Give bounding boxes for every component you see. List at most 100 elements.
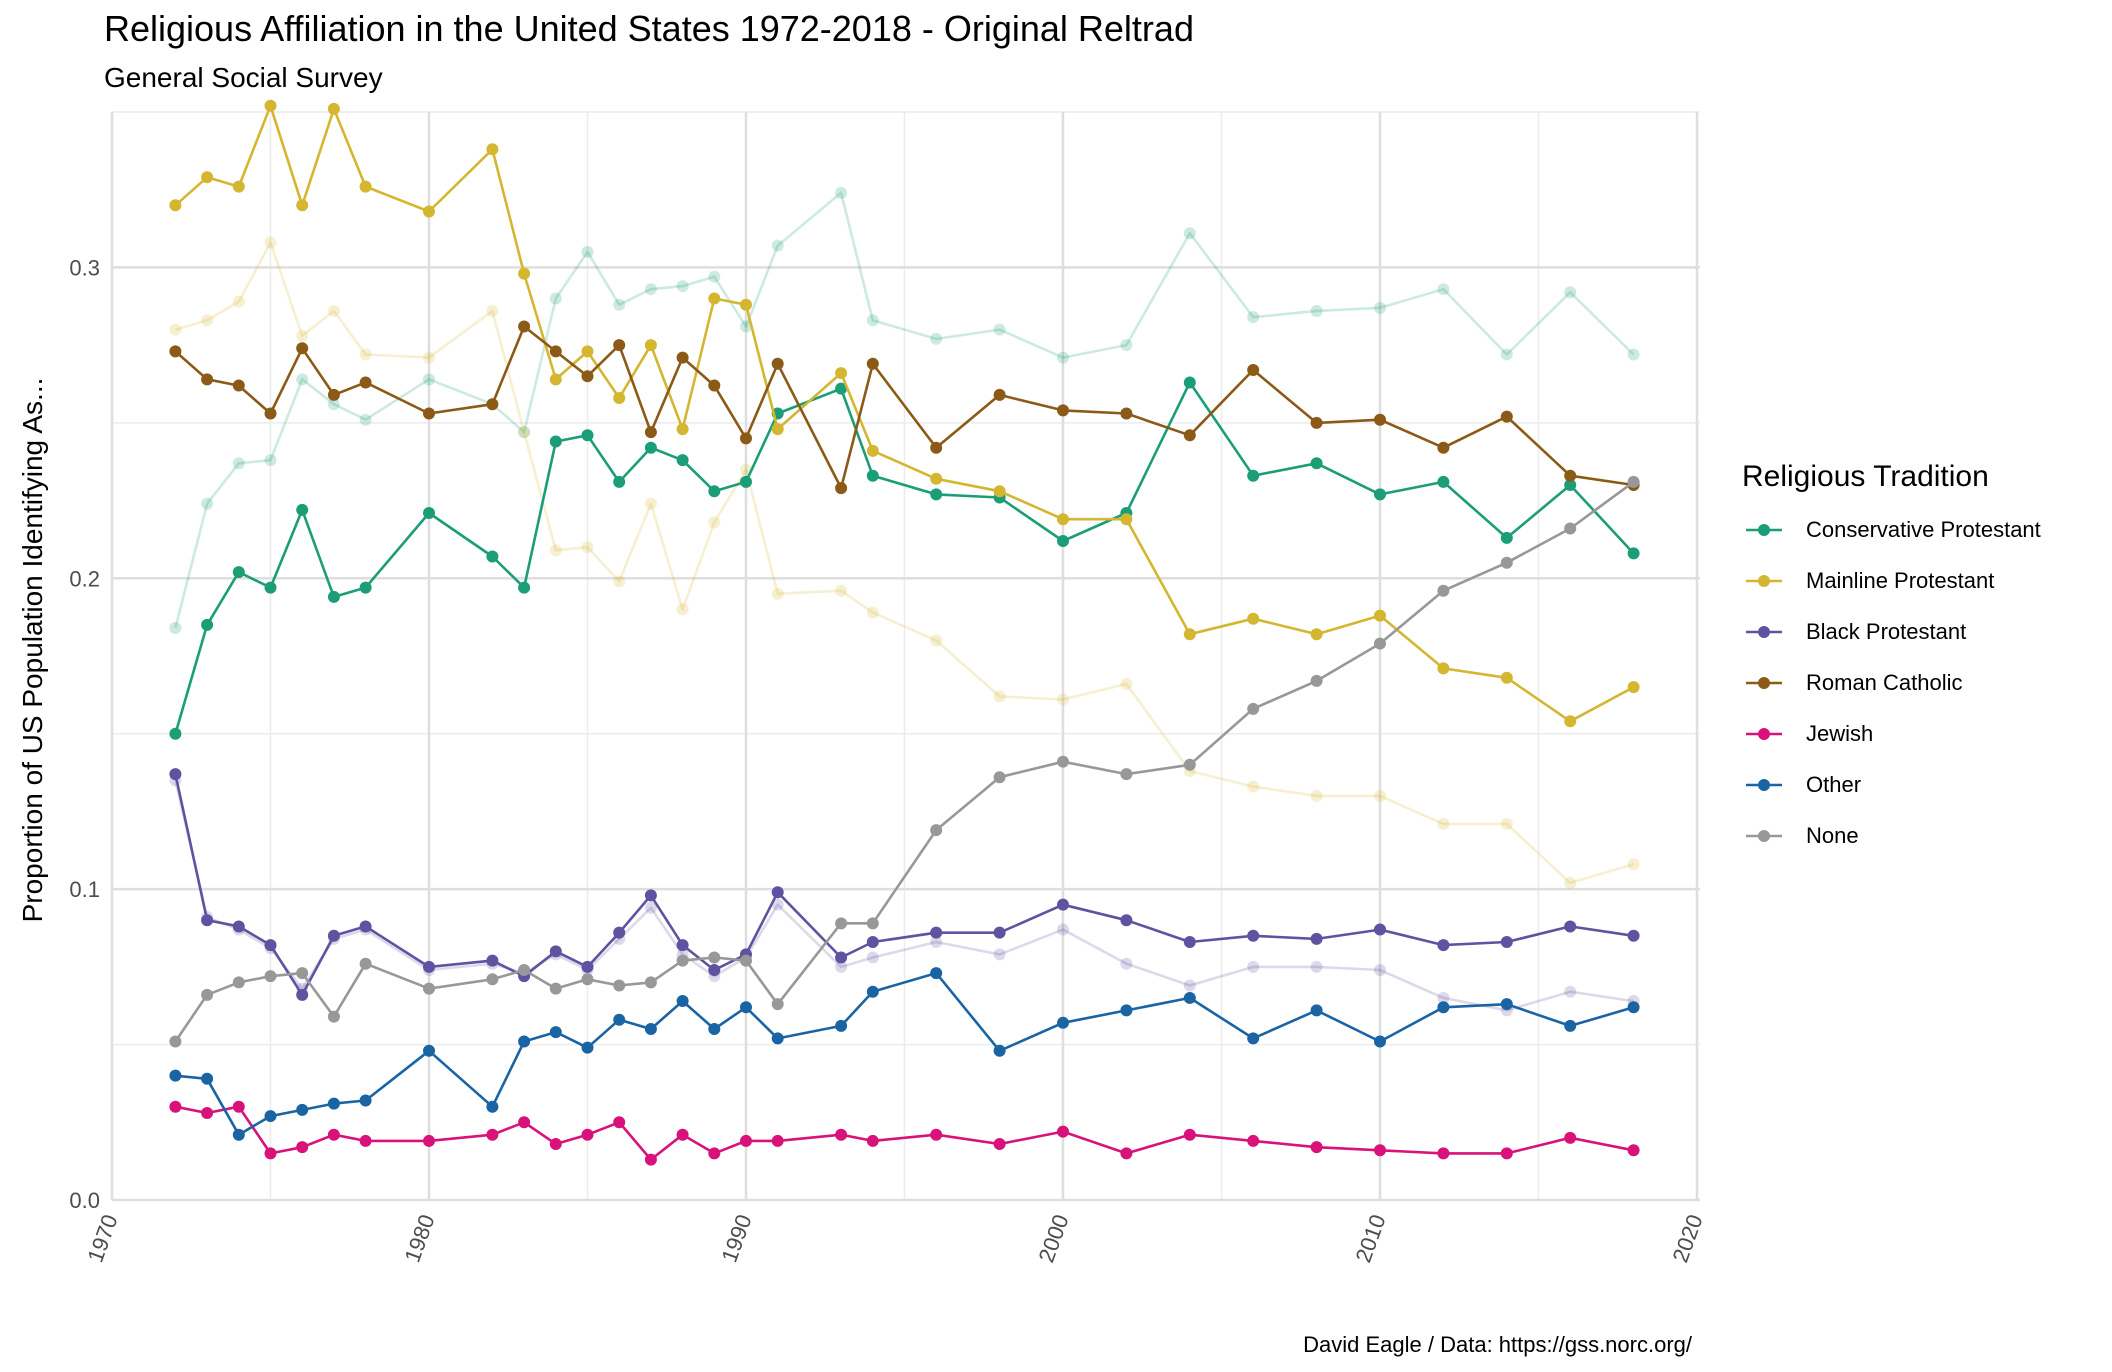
faded-series-1-point	[866, 606, 879, 619]
faded-series-2-point	[1310, 960, 1323, 973]
series-roman-catholic-point	[1247, 364, 1260, 377]
faded-series-1-point	[486, 304, 499, 317]
series-none-point	[486, 973, 499, 986]
series-mainline-protestant-point	[581, 345, 594, 358]
faded-series-0-point	[676, 280, 689, 293]
series-mainline-protestant-point	[993, 485, 1006, 498]
series-roman-catholic-point	[359, 376, 372, 389]
series-roman-catholic-point	[1437, 441, 1450, 454]
series-other-point	[549, 1026, 562, 1039]
series-conservative-protestant-point	[1500, 531, 1513, 544]
series-none-point	[296, 967, 309, 980]
faded-series-2-point	[1057, 923, 1069, 936]
series-mainline-protestant-point	[866, 444, 879, 457]
legend-label: Other	[1806, 772, 1862, 797]
series	[169, 99, 1640, 1166]
faded-series-1-point	[296, 329, 309, 342]
series-other-point	[169, 1069, 182, 1082]
series-jewish-point	[771, 1134, 784, 1147]
series-other-point	[581, 1041, 594, 1054]
faded-series-2-point	[1120, 957, 1133, 970]
faded-series-1-point	[613, 575, 626, 588]
faded-series-0-point	[1564, 286, 1577, 299]
series-other-point	[1310, 1004, 1323, 1017]
series-black-protestant-point	[549, 945, 562, 958]
faded-series-0-point	[771, 239, 784, 252]
series-other-point	[486, 1100, 499, 1113]
legend-key-roman-catholic	[1746, 677, 1782, 689]
x-tick-label: 2010	[1350, 1211, 1390, 1266]
faded-series-1-point	[676, 603, 689, 616]
series-none-point	[201, 988, 214, 1001]
series-roman-catholic-point	[264, 407, 277, 420]
faded-series-0-point	[327, 398, 340, 411]
series-none-point	[866, 917, 879, 930]
series-conservative-protestant-point	[549, 435, 562, 448]
series-other-point	[1120, 1004, 1133, 1017]
series-other-point	[1437, 1001, 1450, 1014]
series-mainline-protestant-point	[644, 339, 657, 352]
series-roman-catholic-point	[1564, 469, 1577, 482]
series-mainline-protestant-point	[518, 267, 531, 280]
series-black-protestant-point	[1500, 935, 1513, 948]
series-black-protestant-point	[1564, 920, 1577, 933]
series-mainline-protestant-group	[169, 99, 1640, 728]
series-conservative-protestant-point	[708, 485, 721, 498]
series-jewish-point	[1627, 1144, 1640, 1157]
series-mainline-protestant-point	[423, 205, 435, 218]
series-roman-catholic-point	[613, 339, 626, 352]
series-roman-catholic-point	[740, 432, 752, 445]
series-mainline-protestant-point	[613, 391, 626, 404]
series-mainline-protestant-point	[1437, 662, 1450, 675]
faded-series-0-point	[1437, 283, 1450, 296]
faded-series-1-point	[1627, 858, 1640, 871]
series-conservative-protestant-point	[518, 581, 531, 594]
series-other-point	[518, 1035, 531, 1048]
series-black-protestant-point	[486, 954, 499, 967]
series-black-protestant-point	[835, 951, 848, 964]
series-none-point	[740, 954, 752, 967]
series-mainline-protestant-point	[1564, 715, 1577, 728]
axes: 0.0 0.1 0.2 0.3 1970 1980 1990 2000 2010 2020	[69, 255, 1707, 1265]
faded-series-0-point	[740, 320, 752, 333]
series-other-point	[708, 1023, 721, 1036]
series-mainline-protestant-point	[1627, 681, 1640, 694]
series-conservative-protestant-point	[1183, 376, 1196, 389]
series-conservative-protestant-point	[866, 469, 879, 482]
series-jewish-point	[1183, 1128, 1196, 1141]
series-mainline-protestant-point	[1183, 628, 1196, 641]
faded-series-0-point	[835, 186, 848, 199]
series-other-point	[1247, 1032, 1260, 1045]
series-other-point	[930, 967, 943, 980]
y-tick-label: 0.2	[69, 566, 100, 591]
faded-series-0-point	[1627, 348, 1640, 361]
chart-subtitle: General Social Survey	[104, 62, 383, 93]
series-jewish-point	[1247, 1134, 1260, 1147]
series-conservative-protestant-point	[296, 503, 309, 516]
series-roman-catholic-point	[835, 482, 848, 495]
series-none-point	[1057, 755, 1069, 768]
faded-series-1-point	[1564, 876, 1577, 889]
series-jewish-point	[1057, 1125, 1069, 1138]
series-conservative-protestant-point	[1247, 469, 1260, 482]
series-roman-catholic-point	[930, 441, 943, 454]
series-conservative-protestant-point	[1374, 488, 1386, 501]
faded-series-0-point	[581, 245, 594, 258]
series-other-point	[771, 1032, 784, 1045]
series-black-protestant-point	[327, 929, 340, 942]
series-conservative-protestant-point	[327, 590, 340, 603]
series-mainline-protestant-point	[740, 298, 752, 311]
series-none-point	[327, 1010, 340, 1023]
series-none-point	[1500, 556, 1513, 569]
chart-caption: David Eagle / Data: https://gss.norc.org…	[1303, 1332, 1692, 1357]
faded-series-1-point	[549, 544, 562, 557]
legend-label: Jewish	[1806, 721, 1874, 746]
series-roman-catholic-point	[708, 379, 721, 392]
series-conservative-protestant-point	[423, 507, 435, 520]
series-black-protestant-point	[676, 939, 689, 952]
series-mainline-protestant-point	[1374, 609, 1386, 622]
faded-series-2-point	[835, 960, 848, 973]
series-black-protestant-point	[1627, 929, 1640, 942]
series-other-point	[1564, 1019, 1577, 1032]
series-black-protestant-point	[232, 920, 245, 933]
